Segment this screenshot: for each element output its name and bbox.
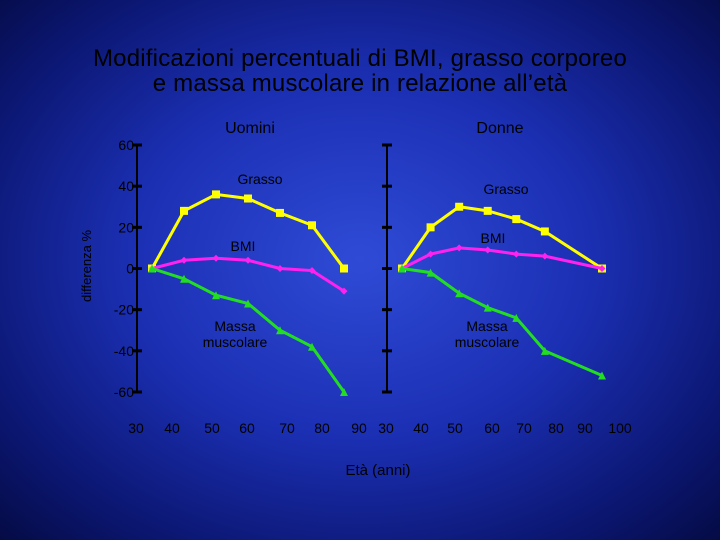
data-point	[212, 190, 220, 199]
data-point	[540, 227, 549, 236]
x-tick-label: 40	[413, 420, 429, 436]
data-point	[212, 291, 220, 300]
data-point	[427, 250, 435, 258]
x-tick-label: 80	[314, 420, 330, 436]
x-tick-label: 60	[484, 420, 500, 436]
series-label: Massa	[466, 318, 507, 334]
data-point	[512, 250, 520, 258]
y-tick-label: -20	[114, 302, 134, 318]
x-tick-label: 30	[128, 420, 144, 436]
data-point	[276, 208, 284, 217]
series-label: Grasso	[483, 181, 528, 197]
data-point	[180, 206, 188, 215]
x-tick-label: 50	[204, 420, 220, 436]
data-point	[180, 256, 188, 264]
panel-title: Donne	[476, 120, 523, 137]
data-point	[483, 303, 492, 312]
data-point	[340, 264, 348, 273]
y-axis-label: differenza %	[79, 230, 94, 302]
x-tick-label: 50	[447, 420, 463, 436]
slide-title-line-2: e massa muscolare in relazione all’età	[152, 70, 568, 97]
data-point	[308, 342, 316, 351]
data-point	[398, 264, 406, 273]
y-tick-label: -60	[114, 384, 134, 400]
x-tick-label: 80	[548, 420, 564, 436]
x-tick-label: 70	[516, 420, 532, 436]
y-tick-label: 60	[118, 137, 134, 153]
y-tick-label: -40	[114, 343, 134, 359]
x-tick-label: 70	[279, 420, 295, 436]
data-point	[276, 265, 284, 272]
y-tick-label: 20	[118, 219, 134, 235]
x-tick-label: 100	[608, 420, 632, 436]
data-point	[598, 265, 606, 272]
data-point	[483, 206, 492, 215]
series-line	[401, 246, 603, 270]
data-point	[455, 244, 463, 252]
data-point	[180, 274, 188, 283]
x-tick-label: 90	[351, 420, 367, 436]
series-label: BMI	[231, 238, 256, 254]
data-point	[541, 252, 549, 260]
data-point	[308, 267, 316, 275]
data-point	[455, 289, 464, 298]
data-point	[426, 223, 435, 232]
data-point	[484, 246, 492, 254]
series-label: Massa	[214, 318, 255, 334]
x-tick-label: 30	[378, 420, 394, 436]
data-point	[426, 268, 435, 277]
panel-title: Uomini	[225, 120, 275, 137]
data-point	[598, 371, 606, 380]
series-label: BMI	[481, 230, 506, 246]
data-point	[340, 388, 348, 396]
data-point	[244, 256, 252, 264]
data-point	[308, 221, 316, 230]
data-point	[276, 326, 284, 335]
series-label: Grasso	[237, 171, 282, 187]
x-tick-label: 90	[577, 420, 593, 436]
data-point	[455, 202, 464, 211]
data-point	[148, 264, 156, 273]
data-point	[512, 313, 521, 322]
series-label: muscolare	[203, 334, 268, 350]
y-tick-label: 40	[118, 178, 134, 194]
data-point	[212, 254, 220, 262]
x-tick-label: 60	[239, 420, 255, 436]
y-tick-label: 0	[126, 261, 134, 277]
slide-title-line-1: Modificazioni percentuali di BMI, grasso…	[92, 45, 628, 72]
data-point	[244, 299, 252, 308]
x-axis-label: Età (anni)	[345, 462, 410, 479]
data-point	[540, 346, 549, 355]
data-point	[244, 194, 252, 203]
x-tick-label: 40	[164, 420, 180, 436]
series-label: muscolare	[455, 334, 520, 350]
data-point	[512, 215, 521, 224]
data-point	[340, 287, 348, 295]
